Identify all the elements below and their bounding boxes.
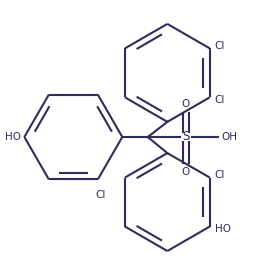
Text: Cl: Cl <box>215 170 225 180</box>
Text: OH: OH <box>222 132 238 142</box>
Text: O: O <box>182 99 190 109</box>
Text: HO: HO <box>4 132 21 142</box>
Text: Cl: Cl <box>215 95 225 105</box>
Text: Cl: Cl <box>215 41 225 51</box>
Text: O: O <box>182 167 190 177</box>
Text: Cl: Cl <box>95 190 106 199</box>
Text: S: S <box>182 130 190 144</box>
Text: HO: HO <box>215 224 231 234</box>
